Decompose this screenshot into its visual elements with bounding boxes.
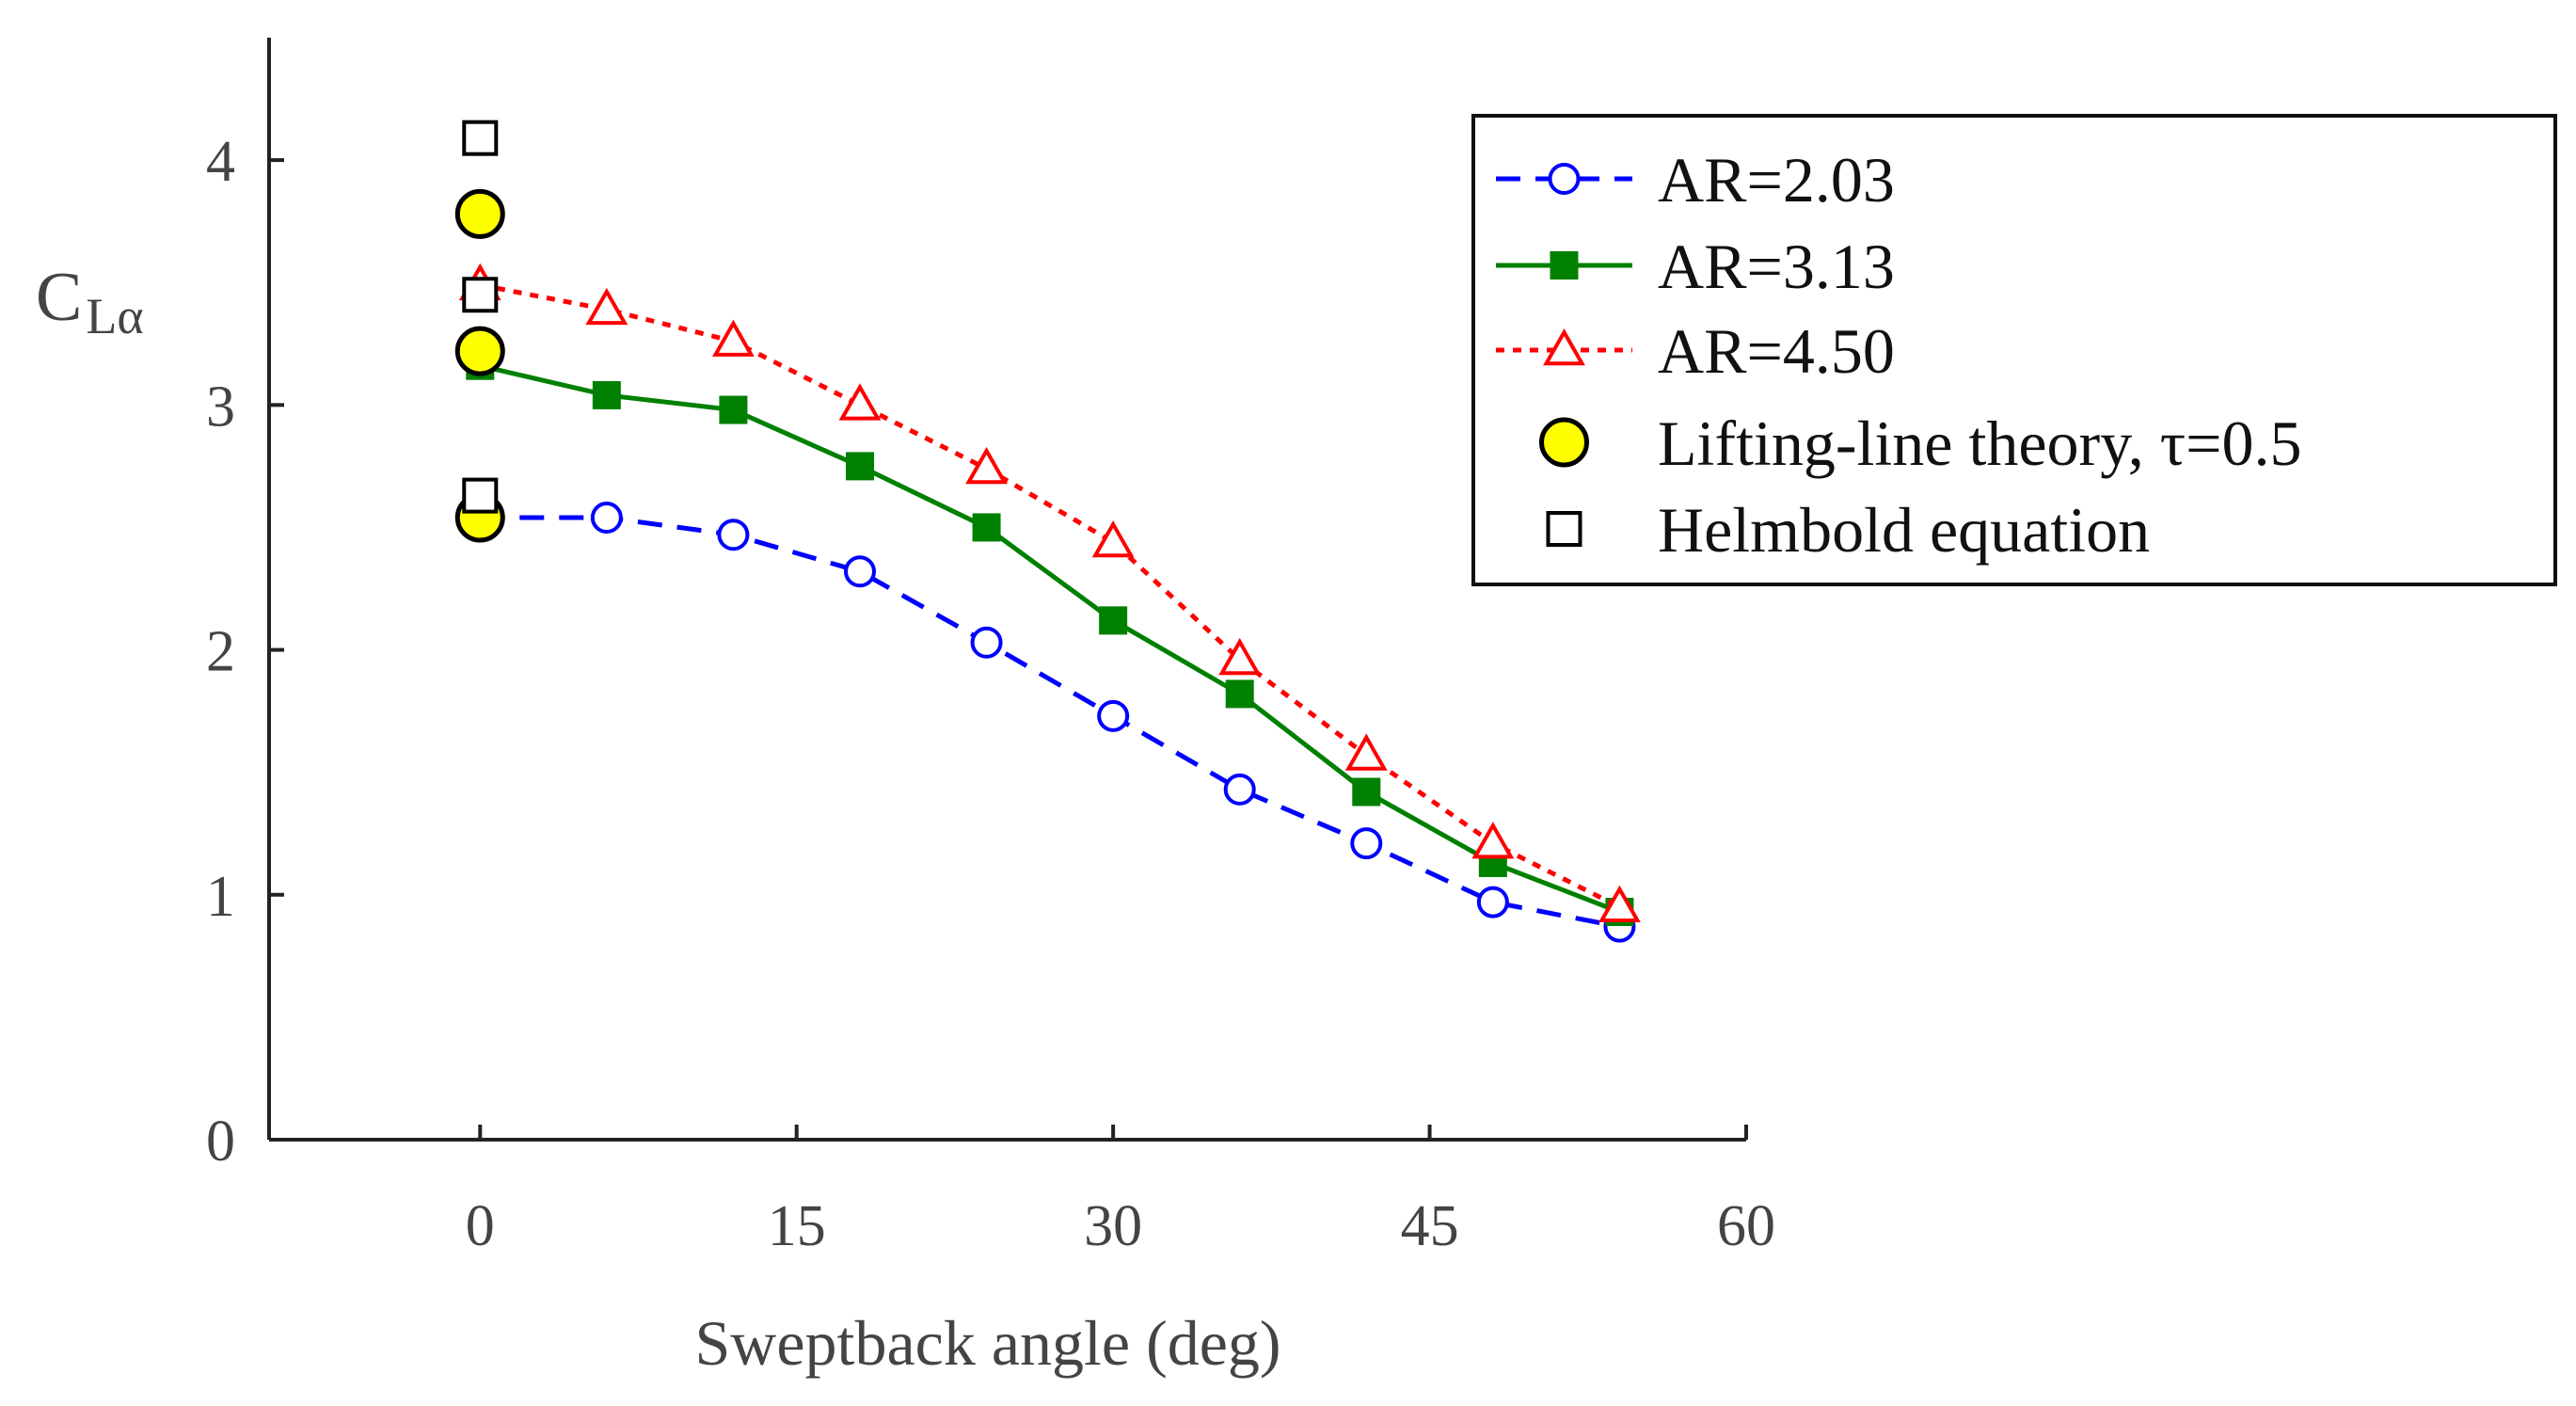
legend-label: Helmbold equation (1658, 494, 2150, 566)
data-point (1352, 777, 1381, 807)
data-point (965, 446, 1009, 485)
legend-entry-3: AR=4.50 (1496, 315, 1895, 387)
plot-area (454, 120, 1641, 943)
x-tick-label: 60 (1717, 1194, 1775, 1258)
y-tick-label: 0 (206, 1110, 235, 1174)
x-tick-label: 0 (466, 1194, 495, 1258)
y-axis-label-subscript: Lα (86, 288, 143, 344)
data-point (970, 626, 1003, 659)
y-tick-label: 2 (206, 620, 235, 684)
data-point (590, 502, 623, 535)
data-point (462, 277, 499, 313)
legend-marker (1550, 251, 1579, 280)
series-3 (458, 263, 1641, 923)
data-point (1598, 885, 1641, 923)
legend-entry-5: Helmbold equation (1546, 494, 2150, 566)
data-point (1099, 606, 1128, 635)
data-point (1344, 733, 1388, 771)
x-tick-label: 45 (1401, 1194, 1459, 1258)
series-line (479, 363, 1621, 915)
data-point (1223, 773, 1256, 806)
legend-label: Lifting-line theory, τ=0.5 (1658, 407, 2301, 479)
data-point (1225, 679, 1254, 709)
legend-box (1471, 114, 2557, 586)
data-point (1350, 827, 1383, 860)
legend-marker (1546, 511, 1582, 547)
legend-entry-1: AR=2.03 (1496, 144, 1895, 216)
y-axis-label-main: C (36, 259, 82, 336)
data-point (844, 555, 876, 588)
y-tick-labels: 0 1 2 3 4 (206, 130, 235, 1174)
series-4 (454, 188, 505, 543)
legend-entry-2: AR=3.13 (1496, 231, 1895, 302)
x-tick-label: 30 (1084, 1194, 1142, 1258)
data-point (711, 319, 755, 357)
series-line (479, 282, 1621, 910)
y-tick-label: 3 (206, 375, 235, 439)
legend-marker (1543, 328, 1585, 366)
legend-label: AR=4.50 (1658, 315, 1895, 387)
data-point (1476, 886, 1509, 919)
legend: AR=2.03 AR=3.13 AR=4.50 Lifting-line theory… (1471, 114, 2557, 586)
data-point (838, 383, 882, 421)
data-point (585, 287, 628, 326)
data-point (1091, 520, 1135, 558)
series-1 (464, 502, 1636, 943)
data-point (462, 477, 499, 514)
data-point (972, 513, 1001, 542)
x-axis-label: Sweptback angle (deg) (694, 1307, 1280, 1379)
series-2 (466, 351, 1634, 926)
x-tick-label: 15 (768, 1194, 826, 1258)
data-point (1218, 637, 1262, 676)
y-axis-label: C Lα (36, 259, 144, 344)
y-tick-label: 4 (206, 130, 235, 194)
data-point (719, 395, 748, 424)
legend-entry-4: Lifting-line theory, τ=0.5 (1539, 407, 2301, 479)
series-line (480, 515, 1620, 930)
axes (267, 38, 1746, 1142)
legend-marker (1539, 417, 1589, 468)
legend-marker (1548, 163, 1581, 195)
data-point (454, 326, 505, 376)
data-point (592, 380, 621, 409)
data-point (1471, 822, 1515, 859)
legend-label: AR=3.13 (1658, 231, 1895, 302)
data-point (717, 519, 750, 551)
y-tick-label: 1 (206, 865, 235, 929)
data-point (462, 120, 499, 156)
data-point (1097, 699, 1130, 732)
legend-label: AR=2.03 (1658, 144, 1895, 216)
series-5 (462, 120, 499, 514)
data-point (846, 452, 874, 481)
data-point (454, 188, 505, 239)
tick-marks (269, 158, 1748, 1142)
x-tick-labels: 0 15 30 45 60 (466, 1194, 1775, 1258)
